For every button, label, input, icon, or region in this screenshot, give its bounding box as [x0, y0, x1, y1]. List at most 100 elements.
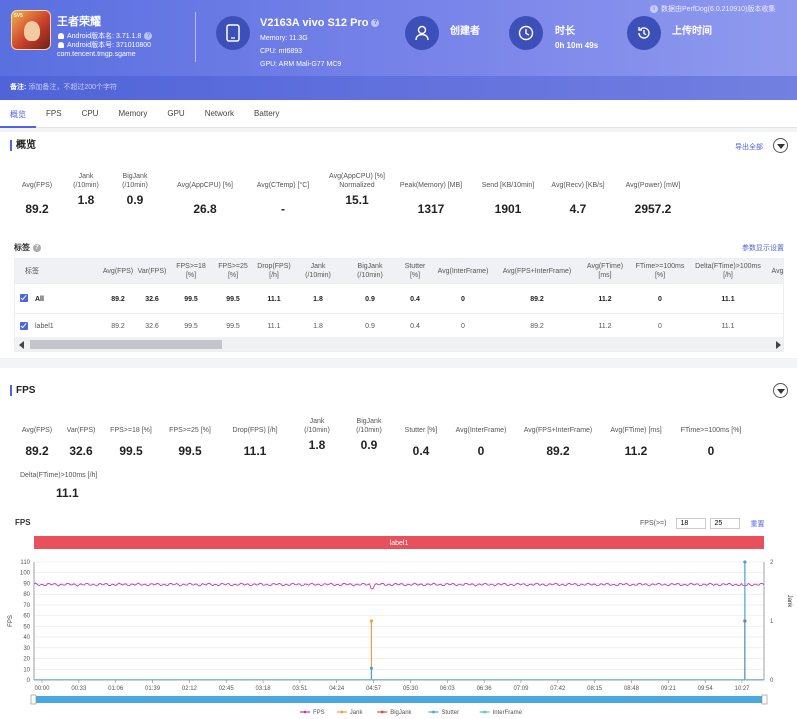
x-tick-label: 02:45 — [219, 686, 235, 692]
metric-label: Delta(FTime)>100ms [/h] — [20, 472, 98, 479]
metric: FTime>=100ms [%] 0 — [671, 426, 751, 458]
fps-panel: FPS FPS FPS(>=) 重置 label1010203040506070… — [0, 368, 797, 719]
metric: Avg(FPS) 89.2 — [0, 181, 77, 216]
column-header[interactable]: FPS>=25 [%] — [218, 263, 248, 279]
column-header[interactable]: Avg(FPS+InterFrame) — [502, 268, 572, 275]
hero-face-icon — [24, 21, 40, 41]
column-header[interactable]: Drop(FPS) [/h] — [257, 263, 291, 279]
metric-label: Avg(InterFrame) — [455, 427, 507, 434]
column-header[interactable]: Avg(FPS) — [102, 268, 134, 275]
note-input[interactable]: 添加备注，不超过200个字符 — [28, 84, 118, 91]
metric-value: - — [281, 202, 285, 216]
metric: BigJank (/10min) 0.9 — [329, 417, 409, 452]
android-code-row: Android版本号: 371010800 — [58, 40, 151, 50]
duration-label: 时长 — [555, 26, 575, 37]
collapse-overview-button[interactable] — [773, 138, 788, 153]
metric-value: 0.4 — [412, 444, 430, 458]
column-header[interactable]: Avg(A — [771, 268, 784, 275]
legend-label: BigJank — [390, 710, 412, 716]
table-cell: 89.2 — [111, 323, 125, 330]
upload-time-label: 上传时间 — [672, 26, 712, 37]
tab-network[interactable]: Network — [204, 109, 235, 118]
metric-value: 15.1 — [345, 193, 369, 207]
data-source-text: 数据由PerfDog(6.0.210910)版本收集 — [661, 6, 776, 13]
column-header[interactable]: Delta(FTime)>100ms [/h] — [695, 263, 761, 279]
table-cell: 0.9 — [365, 296, 375, 303]
table-cell: 99.5 — [184, 296, 198, 303]
table-row[interactable]: label1 89.2 32.6 99.5 99.5 11.1 1.8 0.9 0.4 0 89.2… — [15, 313, 783, 337]
column-header[interactable]: 标签 — [25, 268, 39, 275]
metric-label: Avg(CTemp) [°C] — [256, 182, 310, 189]
metric-label: Peak(Memory) [MB] — [399, 182, 463, 189]
row-checkbox[interactable] — [20, 294, 28, 302]
metric-label: Stutter [%] — [404, 427, 438, 434]
column-header[interactable]: Avg(FTime) [ms] — [586, 263, 624, 279]
info-icon[interactable]: i — [650, 5, 658, 13]
reset-button[interactable]: 重置 — [750, 520, 765, 528]
metric-value: 32.6 — [69, 444, 93, 458]
x-tick-label: 01:06 — [108, 686, 124, 692]
device-memory: Memory: 11.3G — [260, 35, 308, 42]
table-row[interactable]: All 89.2 32.6 99.5 99.5 11.1 1.8 0.9 0.4 0 89.2 11.… — [15, 283, 783, 313]
y-axis-label: FPS — [8, 615, 14, 627]
table-cell: 32.6 — [145, 296, 159, 303]
export-all-link[interactable]: 导出全部 — [735, 144, 763, 151]
column-header[interactable]: Avg(InterFrame) — [437, 268, 489, 275]
row-checkbox[interactable] — [20, 322, 28, 330]
fps-threshold-label: FPS(>=) — [640, 520, 667, 527]
device-cpu: CPU: mt6893 — [260, 48, 303, 55]
metric: FPS>=25 [%] 99.5 — [150, 426, 230, 458]
metric-label: Avg(FPS) — [21, 427, 53, 434]
y-tick-label: 90 — [23, 581, 30, 587]
info-icon[interactable]: ? — [33, 243, 41, 252]
duration-value: 0h 10m 49s — [555, 41, 599, 50]
scroll-right-icon[interactable] — [776, 341, 781, 349]
history-icon — [627, 16, 661, 50]
legend-marker — [380, 710, 384, 714]
column-header[interactable]: FTime>=100ms [%] — [635, 263, 685, 279]
x-tick-label: 08:48 — [624, 686, 640, 692]
fps-section-title: FPS — [10, 385, 35, 396]
tab-battery[interactable]: Battery — [254, 109, 280, 118]
table-cell: 0 — [461, 323, 465, 330]
y-tick-label: 30 — [23, 646, 30, 652]
scrollbar-thumb[interactable] — [30, 340, 222, 349]
collapse-fps-button[interactable] — [773, 383, 788, 398]
tab-overview[interactable]: 概览 — [0, 100, 36, 128]
info-icon[interactable]: ? — [371, 19, 380, 27]
fps-threshold-2-input[interactable] — [710, 518, 741, 529]
table-cell: 32.6 — [145, 323, 159, 330]
tags-header: 标签 ? — [14, 242, 41, 253]
phone-icon — [216, 16, 250, 50]
x-tick-label: 03:18 — [256, 686, 272, 692]
tags-title: 标签 — [14, 243, 30, 252]
fps-chart[interactable]: label1 0 10 20 30 40 50 60 70 80 90 100 110 0 1 2 FPS Jan… — [0, 534, 797, 719]
x-tick-label: 10:27 — [734, 686, 750, 692]
note-bar[interactable]: 备注: 添加备注，不超过200个字符 — [0, 76, 797, 100]
column-header[interactable]: BigJank (/10min) — [357, 263, 383, 279]
tab-cpu[interactable]: CPU — [81, 109, 99, 118]
metric-value: 89.2 — [546, 444, 570, 458]
column-header[interactable]: Jank (/10min) — [305, 263, 331, 279]
package-name: com.tencent.tmgp.sgame — [57, 51, 136, 58]
column-header[interactable]: FPS>=18 [%] — [176, 263, 206, 279]
overview-title: 概览 — [10, 140, 36, 151]
column-header[interactable]: Var(FPS) — [137, 268, 167, 275]
tab-memory[interactable]: Memory — [118, 109, 148, 118]
scroll-left-icon[interactable] — [19, 341, 24, 349]
column-header[interactable]: Stutter [%] — [404, 263, 426, 279]
label-band — [34, 536, 764, 549]
tab-fps[interactable]: FPS — [46, 109, 62, 118]
metric-value: 0 — [477, 444, 485, 458]
y-tick-label: 10 — [23, 667, 30, 673]
table-scrollbar[interactable] — [15, 337, 783, 351]
legend-marker — [483, 710, 486, 714]
table-cell: 0.4 — [410, 323, 420, 330]
metric-value: 99.5 — [119, 444, 143, 458]
app-badge: 5V5 — [14, 13, 23, 19]
tab-gpu[interactable]: GPU — [167, 109, 185, 118]
range-slider-handle-right — [761, 694, 768, 705]
param-display-settings-link[interactable]: 参数显示设置 — [742, 245, 784, 252]
fps-threshold-1-input[interactable] — [676, 518, 707, 529]
info-icon[interactable]: ? — [144, 32, 153, 40]
